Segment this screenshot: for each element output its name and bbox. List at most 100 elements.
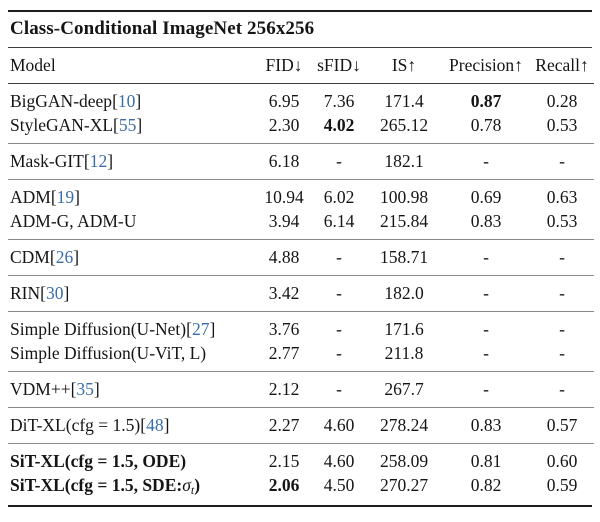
metric-cell: -: [336, 283, 342, 303]
table-row: StyleGAN-XL[55] 2.30 4.02 265.12 0.78 0.53: [8, 113, 594, 144]
metric-cell: 2.27: [268, 415, 300, 435]
table-title: Class-Conditional ImageNet 256x256: [8, 12, 592, 48]
metric-cell: -: [483, 343, 489, 363]
table-row: BigGAN-deep[10] 6.95 7.36 171.4 0.87 0.28: [8, 84, 594, 114]
metric-cell: 278.24: [379, 415, 429, 435]
metric-cell: 0.87: [470, 91, 502, 111]
table-row: Simple Diffusion(U-Net)[27] 3.76 - 171.6 - -: [8, 312, 594, 342]
model-name-text: Mask-GIT: [10, 151, 84, 171]
metric-cell: 7.36: [323, 91, 355, 111]
model-name: Simple Diffusion(U-ViT, L): [8, 341, 256, 372]
table-group: CDM[26] 4.88 - 158.71 - -: [8, 239, 594, 276]
table-header: Model FID↓ sFID↓ IS↑ Precision↑ Recall↑: [8, 48, 594, 84]
metric-cell: 2.77: [268, 343, 300, 363]
metric-cell: 0.81: [470, 451, 502, 471]
model-name-text: [: [50, 187, 57, 207]
citation-link[interactable]: 35: [76, 379, 94, 399]
model-name: RIN[30]: [8, 276, 256, 312]
table-row: SiT-XL(cfg = 1.5, SDE:σt) 2.06 4.50 270.27 0…: [8, 473, 594, 505]
model-name-text: [: [49, 247, 56, 267]
metric-cell: 6.02: [323, 187, 355, 207]
model-name-text: ]: [135, 91, 142, 111]
model-name: CDM[26]: [8, 240, 256, 276]
model-name-text: SiT-XL(cfg = 1.5, SDE:: [10, 475, 183, 495]
metric-cell: 171.6: [384, 319, 424, 339]
math-symbol: σ: [182, 475, 191, 495]
table-group: Simple Diffusion(U-Net)[27] 3.76-171.6- - S…: [8, 311, 594, 372]
metric-cell: 2.30: [268, 115, 300, 135]
metric-cell: -: [559, 151, 565, 171]
model-name-text: [: [140, 415, 147, 435]
metric-cell: 0.78: [470, 115, 502, 135]
table-row: CDM[26] 4.88 - 158.71 - -: [8, 240, 594, 276]
model-name-text: BigGAN-deep: [10, 91, 113, 111]
metric-cell: 2.15: [268, 451, 300, 471]
model-name-text: StyleGAN-XL: [10, 115, 114, 135]
metric-cell: 267.7: [384, 379, 424, 399]
metric-cell: -: [483, 379, 489, 399]
table-group: VDM++[35] 2.12 - 267.7 - -: [8, 371, 594, 408]
metric-cell: 4.02: [323, 115, 355, 135]
model-name-text: ]: [136, 115, 143, 135]
metric-cell: 10.94: [264, 187, 304, 207]
table-row: ADM-G, ADM-U 3.94 6.14 215.84 0.83 0.53: [8, 209, 594, 240]
metric-cell: 3.76: [268, 319, 300, 339]
column-header-recall: Recall↑: [530, 48, 594, 84]
metric-cell: 4.60: [323, 451, 355, 471]
metric-cell: 0.53: [546, 211, 578, 231]
results-table: Class-Conditional ImageNet 256x256 Model…: [8, 10, 594, 507]
column-header-model: Model: [8, 48, 256, 84]
metric-cell: 182.1: [384, 151, 424, 171]
metric-cell: -: [559, 319, 565, 339]
table-row: SiT-XL(cfg = 1.5, ODE) 2.15 4.60 258.09 0.81…: [8, 444, 594, 474]
model-name-text: ADM-G, ADM-U: [10, 211, 137, 231]
model-name-text: Simple Diffusion(U-Net): [10, 319, 187, 339]
metric-cell: 0.28: [546, 91, 578, 111]
model-name-text: CDM: [10, 247, 50, 267]
column-header-fid: FID↓: [256, 48, 312, 84]
metric-cell: 211.8: [384, 343, 424, 363]
model-name-text: ]: [209, 319, 216, 339]
metric-cell: 2.06: [268, 475, 300, 495]
metric-cell: -: [483, 319, 489, 339]
model-name-text: ]: [63, 283, 70, 303]
table-row: VDM++[35] 2.12 - 267.7 - -: [8, 372, 594, 408]
metric-cell: 0.69: [470, 187, 502, 207]
citation-link[interactable]: 27: [191, 319, 210, 339]
citation-link[interactable]: 26: [55, 247, 74, 267]
model-name-text: ADM: [10, 187, 51, 207]
metric-cell: -: [336, 247, 342, 267]
citation-link[interactable]: 48: [146, 415, 164, 435]
citation-link[interactable]: 10: [117, 91, 136, 111]
metrics-table: Model FID↓ sFID↓ IS↑ Precision↑ Recall↑ BigGA…: [8, 48, 594, 505]
table-group: BigGAN-deep[10] 6.95 7.36 171.4 0.87 0.28 Styl…: [8, 84, 594, 144]
column-header-is: IS↑: [366, 48, 442, 84]
model-name: StyleGAN-XL[55]: [8, 113, 256, 144]
model-name-text: [: [40, 283, 46, 303]
model-name-text: ]: [107, 151, 114, 171]
model-name-text: ]: [163, 415, 170, 435]
metric-cell: -: [336, 319, 342, 339]
model-name: BigGAN-deep[10]: [8, 84, 256, 114]
metric-cell: -: [483, 247, 489, 267]
model-name-text: [: [186, 319, 192, 339]
metric-cell: 100.98: [379, 187, 429, 207]
citation-link[interactable]: 55: [118, 115, 137, 135]
model-name-text: [: [113, 115, 119, 135]
citation-link[interactable]: 30: [45, 283, 64, 303]
table-group: Mask-GIT[12] 6.18 - 182.1 - -: [8, 143, 594, 180]
metric-cell: 3.42: [268, 283, 300, 303]
metric-cell: -: [559, 379, 565, 399]
table-row: Simple Diffusion(U-ViT, L) 2.77 - 211.8 - -: [8, 341, 594, 372]
table-row: ADM[19] 10.94 6.02 100.98 0.69 0.63: [8, 180, 594, 210]
table-group: RIN[30] 3.42 - 182.0 - -: [8, 275, 594, 312]
column-header-precision: Precision↑: [442, 48, 530, 84]
metric-cell: 0.59: [546, 475, 578, 495]
model-name-text: Simple Diffusion(U-ViT, L): [10, 343, 207, 363]
table-row: Mask-GIT[12] 6.18 - 182.1 - -: [8, 144, 594, 180]
citation-link[interactable]: 12: [89, 151, 108, 171]
model-name: VDM++[35]: [8, 372, 256, 408]
citation-link[interactable]: 19: [56, 187, 75, 207]
model-name-text: DiT-XL(cfg = 1.5): [10, 415, 141, 435]
metric-cell: 158.71: [379, 247, 429, 267]
